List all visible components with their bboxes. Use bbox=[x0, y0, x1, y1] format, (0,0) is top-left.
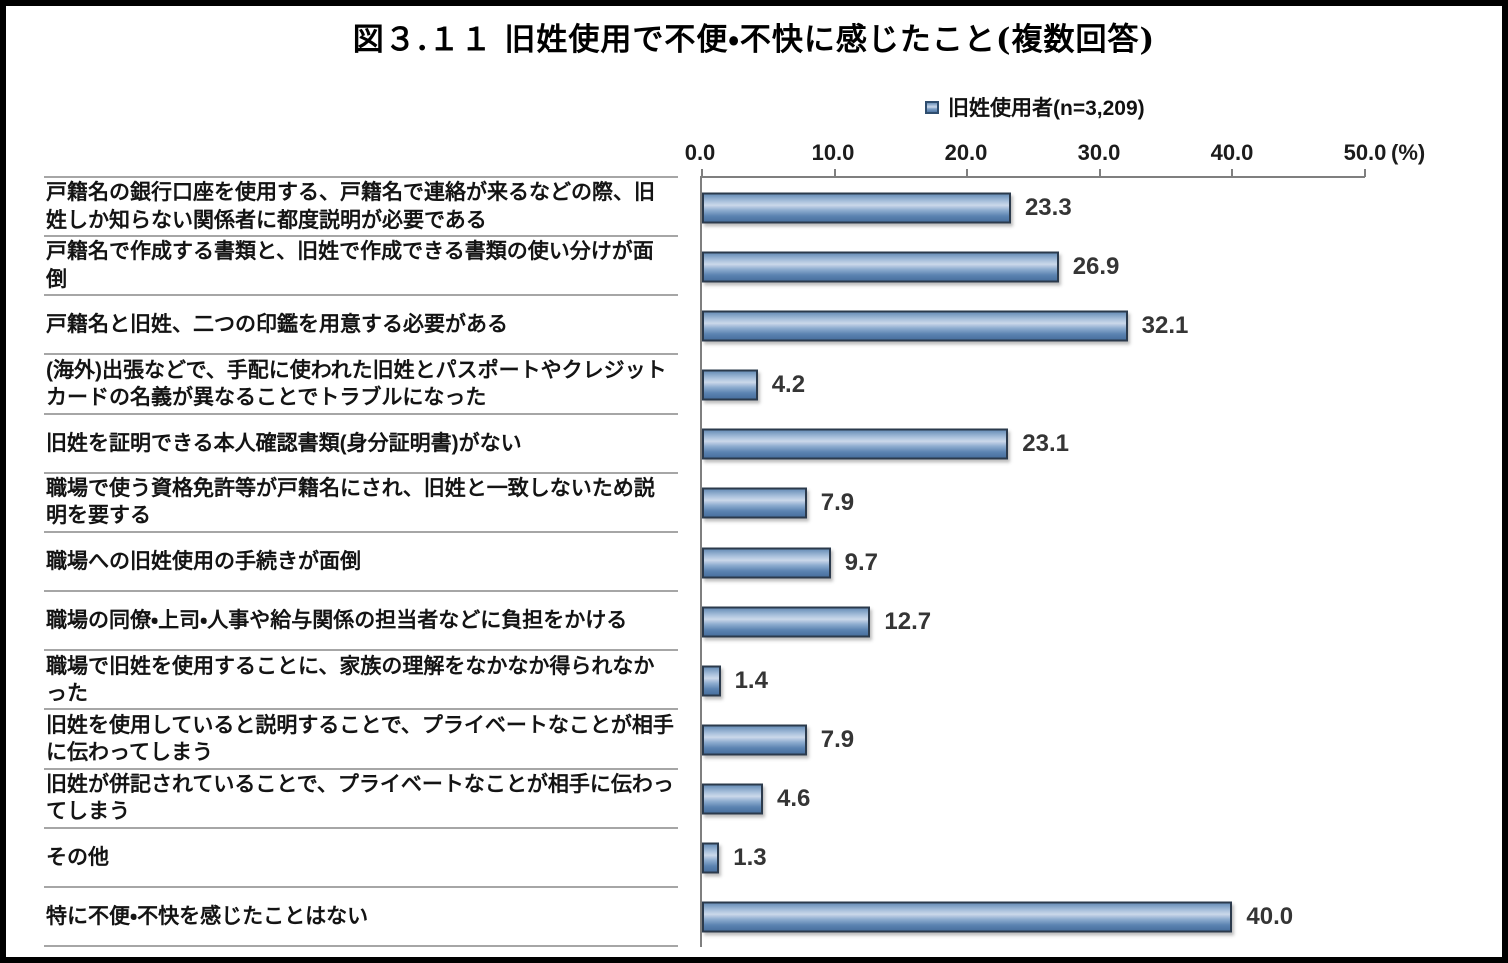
bar bbox=[702, 842, 720, 874]
bar-value-label: 40.0 bbox=[1246, 903, 1294, 931]
bar bbox=[702, 310, 1128, 342]
bar bbox=[702, 783, 763, 815]
bar-value-label: 4.6 bbox=[776, 785, 811, 813]
bar bbox=[702, 724, 807, 756]
x-axis-tick-mark bbox=[1231, 169, 1234, 177]
category-label: (海外)出張などで、手配に使われた旧姓とパスポートやクレジットカードの名義が異な… bbox=[44, 355, 678, 415]
x-axis-tick-label: 10.0 bbox=[811, 140, 855, 165]
bar bbox=[702, 428, 1009, 460]
x-axis-tick-mark bbox=[701, 169, 703, 177]
bar bbox=[702, 901, 1233, 933]
bar bbox=[702, 665, 721, 697]
bar bbox=[702, 547, 831, 579]
category-label: 職場で使う資格免許等が戸籍名にされ、旧姓と一致しないため説明を要する bbox=[44, 474, 678, 533]
bar-value-label: 7.9 bbox=[820, 725, 855, 753]
bar bbox=[702, 606, 871, 638]
bar-value-label: 9.7 bbox=[844, 548, 878, 576]
x-axis-tick-label: 50.0 bbox=[1343, 140, 1387, 165]
x-axis-tick-mark bbox=[1364, 169, 1366, 177]
category-label: 職場の同僚・上司・人事や給与関係の担当者などに負担をかける bbox=[44, 592, 678, 652]
x-axis-tick-mark bbox=[1098, 169, 1101, 177]
category-label: 職場への旧姓使用の手続きが面倒 bbox=[44, 533, 678, 593]
x-axis-tick-mark bbox=[833, 169, 836, 177]
bar-row: 1.3 bbox=[702, 829, 1365, 888]
bar-row: 7.9 bbox=[702, 710, 1365, 769]
figure-title: 図３.１１ 旧姓使用で不便・不快に感じたこと(複数回答) bbox=[352, 22, 1156, 58]
category-labels: 戸籍名の銀行口座を使用する、戸籍名で連絡が来るなどの際、旧姓しか知らない関係者に… bbox=[44, 176, 678, 948]
bar-value-label: 1.3 bbox=[733, 844, 767, 872]
bar-value-label: 12.7 bbox=[884, 607, 932, 635]
x-axis-labels: (%) 0.0 10.0 20.0 30.0 40.0 50.0 bbox=[685, 140, 1426, 168]
bar-row: 26.9 bbox=[702, 237, 1365, 296]
bar-row: 23.3 bbox=[702, 178, 1365, 237]
bar-row: 23.1 bbox=[702, 415, 1365, 474]
legend-label: 旧姓使用者(n=3,209) bbox=[948, 97, 1145, 120]
category-label: 旧姓が併記されていることで、プライベートなことが相手に伝わってしまう bbox=[44, 770, 678, 829]
category-label: その他 bbox=[44, 829, 678, 888]
bar-value-label: 26.9 bbox=[1072, 252, 1120, 280]
category-label: 戸籍名と旧姓、二つの印鑑を用意する必要がある bbox=[44, 296, 678, 356]
x-axis-tick-label: 30.0 bbox=[1077, 140, 1121, 165]
category-label: 旧姓を使用していると説明することで、プライベートなことが相手に伝わってしまう bbox=[44, 710, 678, 770]
category-label: 戸籍名の銀行口座を使用する、戸籍名で連絡が来るなどの際、旧姓しか知らない関係者に… bbox=[44, 178, 678, 238]
bar bbox=[702, 487, 807, 519]
legend: 旧姓使用者(n=3,209) bbox=[925, 92, 1145, 122]
bar-value-label: 23.3 bbox=[1024, 193, 1072, 221]
category-label: 特に不便・不快を感じたことはない bbox=[44, 888, 678, 948]
bar-row: 1.4 bbox=[702, 651, 1365, 710]
x-axis-unit-label: (%) bbox=[1391, 140, 1426, 165]
bar-row: 4.6 bbox=[702, 770, 1365, 829]
bar-row: 12.7 bbox=[702, 592, 1365, 651]
category-label: 旧姓を証明できる本人確認書類(身分証明書)がない bbox=[44, 415, 678, 474]
plot-area: 23.3 26.9 32.1 4.2 23.1 7.9 9.7 12.7 1.4 7.9 4.6 1.… bbox=[700, 169, 1366, 947]
bar-value-label: 7.9 bbox=[820, 489, 855, 517]
bar-value-label: 32.1 bbox=[1141, 311, 1189, 339]
bar-row: 9.7 bbox=[702, 533, 1365, 592]
bar-value-label: 23.1 bbox=[1022, 430, 1070, 458]
bar-value-label: 4.2 bbox=[771, 371, 806, 399]
x-axis-tick-mark bbox=[966, 169, 969, 177]
x-axis-tick-label: 0.0 bbox=[684, 140, 716, 165]
category-label: 職場で旧姓を使用することに、家族の理解をなかなか得られなかった bbox=[44, 651, 678, 711]
bar-row: 32.1 bbox=[702, 296, 1365, 355]
bar-rows: 23.3 26.9 32.1 4.2 23.1 7.9 9.7 12.7 1.4 7.9 4.6 1.… bbox=[702, 178, 1365, 947]
bar bbox=[702, 369, 758, 401]
bar-row: 40.0 bbox=[702, 888, 1365, 947]
legend-blue-square-icon bbox=[925, 100, 939, 114]
bar-row: 7.9 bbox=[702, 474, 1365, 533]
bar bbox=[702, 192, 1011, 224]
bar-row: 4.2 bbox=[702, 355, 1365, 414]
category-label: 戸籍名で作成する書類と、旧姓で作成できる書類の使い分けが面倒 bbox=[44, 237, 678, 297]
bar bbox=[702, 251, 1059, 283]
x-axis-tick-label: 20.0 bbox=[944, 140, 988, 165]
bar-value-label: 1.4 bbox=[734, 666, 768, 694]
x-axis-tick-label: 40.0 bbox=[1210, 140, 1254, 165]
